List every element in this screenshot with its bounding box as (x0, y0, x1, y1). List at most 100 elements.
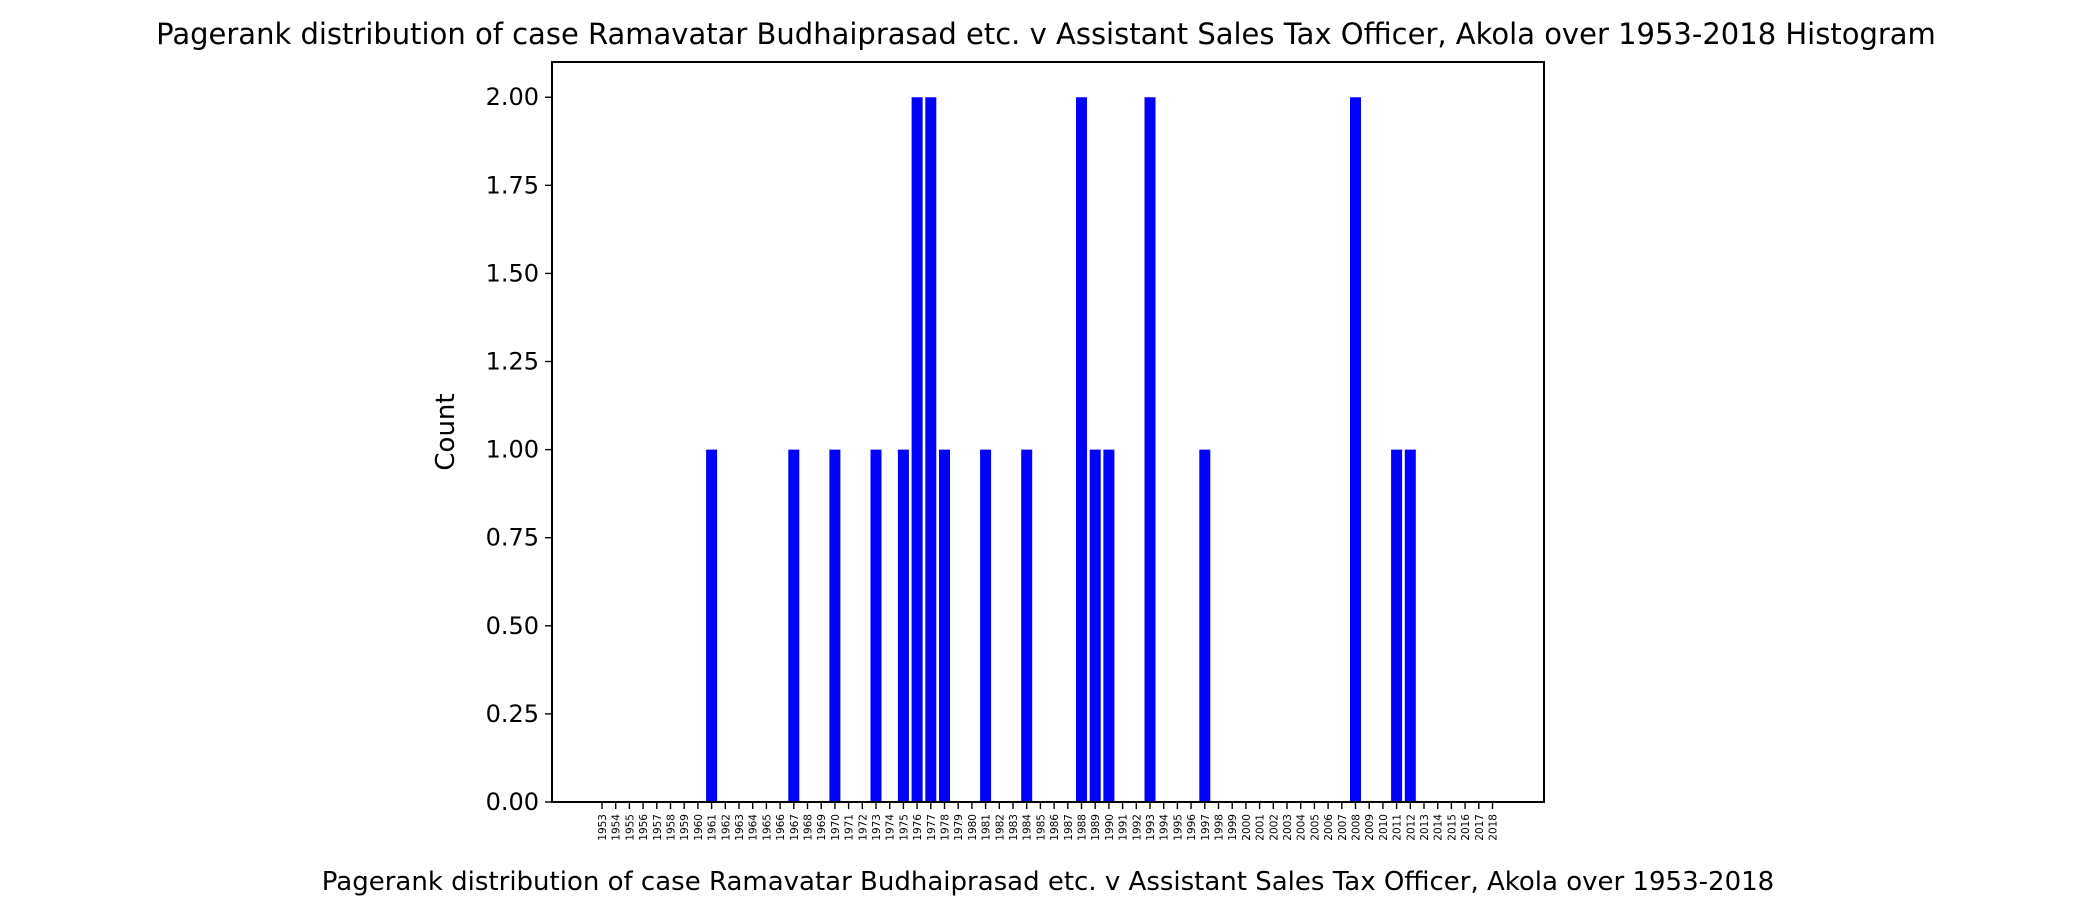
x-tick-label-1997: 1997 (1200, 814, 1212, 841)
x-tick-label-1988: 1988 (1077, 814, 1089, 841)
x-tick-label-1984: 1984 (1022, 814, 1034, 841)
bar-1997 (1199, 449, 1211, 802)
y-tick-label-1: 0.25 (486, 700, 539, 728)
x-tick-label-1976: 1976 (912, 814, 924, 841)
bars-layer (706, 97, 1416, 803)
x-tick-label-1998: 1998 (1214, 814, 1226, 841)
x-tick-label-1972: 1972 (857, 814, 869, 841)
x-tick-label-1968: 1968 (803, 814, 815, 841)
bar-1988 (1076, 97, 1087, 803)
x-tick-label-1986: 1986 (1049, 814, 1061, 841)
x-tick-label-1990: 1990 (1104, 814, 1116, 841)
y-tick-label-3: 0.75 (486, 524, 539, 552)
bar-1989 (1089, 449, 1101, 802)
x-tick-label-1966: 1966 (775, 814, 787, 841)
bar-1975 (897, 449, 909, 802)
x-tick-label-2005: 2005 (1309, 814, 1321, 841)
x-tick-label-1956: 1956 (638, 814, 650, 841)
x-tick-label-1958: 1958 (666, 814, 678, 841)
x-tick-label-1965: 1965 (761, 814, 773, 841)
x-axis-label: Pagerank distribution of case Ramavatar … (322, 867, 1774, 897)
y-tick-label-5: 1.25 (486, 348, 539, 376)
x-tick-label-1959: 1959 (679, 814, 691, 841)
x-tick-label-2018: 2018 (1488, 814, 1500, 841)
x-tick-label-1983: 1983 (1008, 814, 1020, 841)
x-tick-label-1992: 1992 (1131, 814, 1143, 841)
bar-1984 (1021, 449, 1033, 802)
x-tick-label-1957: 1957 (652, 814, 664, 841)
x-tick-label-1963: 1963 (734, 814, 746, 841)
bar-1990 (1103, 449, 1115, 802)
bar-1978 (939, 449, 950, 802)
y-tick-label-8: 2.00 (486, 83, 539, 111)
x-tick-label-1970: 1970 (830, 814, 842, 841)
x-tick-label-1993: 1993 (1145, 814, 1157, 841)
x-tick-label-2015: 2015 (1446, 814, 1458, 841)
x-tick-label-1995: 1995 (1172, 814, 1184, 841)
bar-1993 (1144, 97, 1156, 803)
x-tick-label-1960: 1960 (693, 814, 705, 841)
bar-1977 (925, 97, 937, 803)
x-tick-label-1955: 1955 (624, 814, 636, 841)
x-tick-label-2012: 2012 (1405, 814, 1417, 841)
bar-1976 (911, 97, 923, 803)
x-tick-label-2006: 2006 (1323, 814, 1335, 841)
x-tick-label-1989: 1989 (1090, 814, 1102, 841)
x-tick-label-1996: 1996 (1186, 814, 1198, 841)
x-tick-label-1962: 1962 (720, 814, 732, 841)
x-tick-label-2013: 2013 (1419, 814, 1431, 841)
x-tick-label-1981: 1981 (981, 814, 993, 841)
bar-1961 (706, 449, 718, 802)
x-tick-label-1969: 1969 (816, 814, 828, 841)
y-tick-label-6: 1.50 (486, 259, 539, 287)
x-tick-label-2002: 2002 (1268, 814, 1280, 841)
y-tick-label-2: 0.50 (486, 612, 539, 640)
x-axis-ticks: 1953 1954 1955 1956 1957 1958 1959 1960 1961 1962… (597, 802, 1500, 841)
x-tick-label-1975: 1975 (898, 814, 910, 841)
y-axis-ticks: 0.00 0.25 0.50 0.75 1.00 1.25 1.50 1.75 2.00 (486, 83, 552, 816)
x-tick-label-1967: 1967 (789, 814, 801, 841)
x-tick-label-1978: 1978 (940, 814, 952, 841)
bar-1970 (829, 449, 841, 802)
x-tick-label-1980: 1980 (967, 814, 979, 841)
x-tick-label-2003: 2003 (1282, 814, 1294, 841)
bar-1967 (788, 449, 800, 802)
x-tick-label-1971: 1971 (844, 814, 856, 841)
x-tick-label-1999: 1999 (1227, 814, 1239, 841)
plot-frame (551, 61, 1545, 803)
bar-2011 (1391, 449, 1403, 802)
x-tick-label-2011: 2011 (1392, 814, 1404, 841)
y-tick-label-0: 0.00 (486, 788, 539, 816)
y-tick-label-7: 1.75 (486, 171, 539, 199)
x-tick-label-2014: 2014 (1433, 814, 1445, 841)
chart-title: Pagerank distribution of case Ramavatar … (156, 17, 1936, 51)
x-tick-label-1953: 1953 (597, 814, 609, 841)
y-axis-label: Count (431, 393, 461, 470)
x-tick-label-1974: 1974 (885, 814, 897, 841)
x-tick-label-2001: 2001 (1255, 814, 1267, 841)
x-tick-label-1964: 1964 (748, 814, 760, 841)
x-tick-label-2007: 2007 (1337, 814, 1349, 841)
x-tick-label-1982: 1982 (994, 814, 1006, 841)
x-tick-label-2000: 2000 (1241, 814, 1253, 841)
x-tick-label-1994: 1994 (1159, 814, 1171, 841)
y-tick-label-4: 1.00 (486, 436, 539, 464)
x-tick-label-2016: 2016 (1460, 814, 1472, 841)
x-tick-label-1954: 1954 (611, 814, 623, 841)
x-tick-label-2017: 2017 (1474, 814, 1486, 841)
x-tick-label-2010: 2010 (1378, 814, 1390, 841)
x-tick-label-1973: 1973 (871, 814, 883, 841)
x-tick-label-2009: 2009 (1364, 814, 1376, 841)
x-tick-label-1979: 1979 (953, 814, 965, 841)
bar-2008 (1350, 97, 1361, 803)
x-tick-label-1987: 1987 (1063, 814, 1075, 841)
bar-1973 (870, 449, 882, 802)
x-tick-label-2008: 2008 (1351, 814, 1363, 841)
x-tick-label-1991: 1991 (1118, 814, 1130, 841)
bar-1981 (980, 449, 992, 802)
x-tick-label-1961: 1961 (707, 814, 719, 841)
x-tick-label-1977: 1977 (926, 814, 938, 841)
x-tick-label-1985: 1985 (1035, 814, 1047, 841)
